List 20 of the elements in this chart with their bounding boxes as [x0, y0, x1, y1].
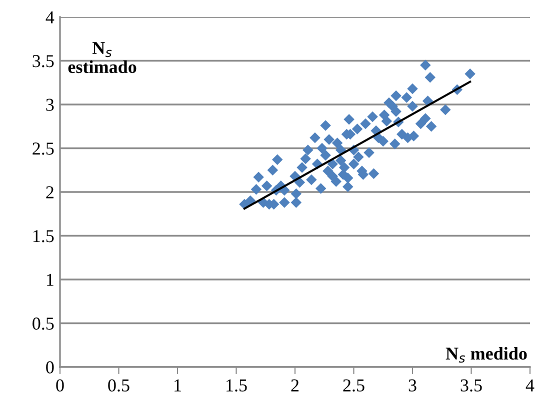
- x-tick-label: 3.5: [460, 379, 482, 392]
- y-tick-label: 1.5: [33, 230, 54, 242]
- x-tick-label: 4: [526, 379, 534, 392]
- y-tick-label: 0: [46, 361, 54, 374]
- y-tick-label: 4: [46, 11, 54, 24]
- y-tick-label: 2.5: [32, 142, 54, 155]
- x-axis-title: N$_{s}$ medido: [446, 347, 527, 363]
- x-tick-label: 3: [408, 379, 416, 392]
- y-tick-label: 0.5: [32, 318, 54, 330]
- y-tick-label: 1: [47, 274, 54, 286]
- x-tick-label: 1: [174, 379, 181, 392]
- y-axis-title: N$_{s}$ estimado: [68, 42, 136, 74]
- y-tick-label: 3.5: [32, 55, 54, 68]
- x-tick-label: 0: [56, 379, 64, 392]
- x-tick-label: 1.5: [226, 379, 247, 392]
- y-tick-label: 3: [46, 98, 54, 111]
- y-tick-label: 2: [46, 186, 54, 198]
- x-tick-label: 0.5: [108, 379, 130, 392]
- x-tick-label: 2: [291, 379, 299, 392]
- x-tick-label: 2.5: [343, 379, 364, 392]
